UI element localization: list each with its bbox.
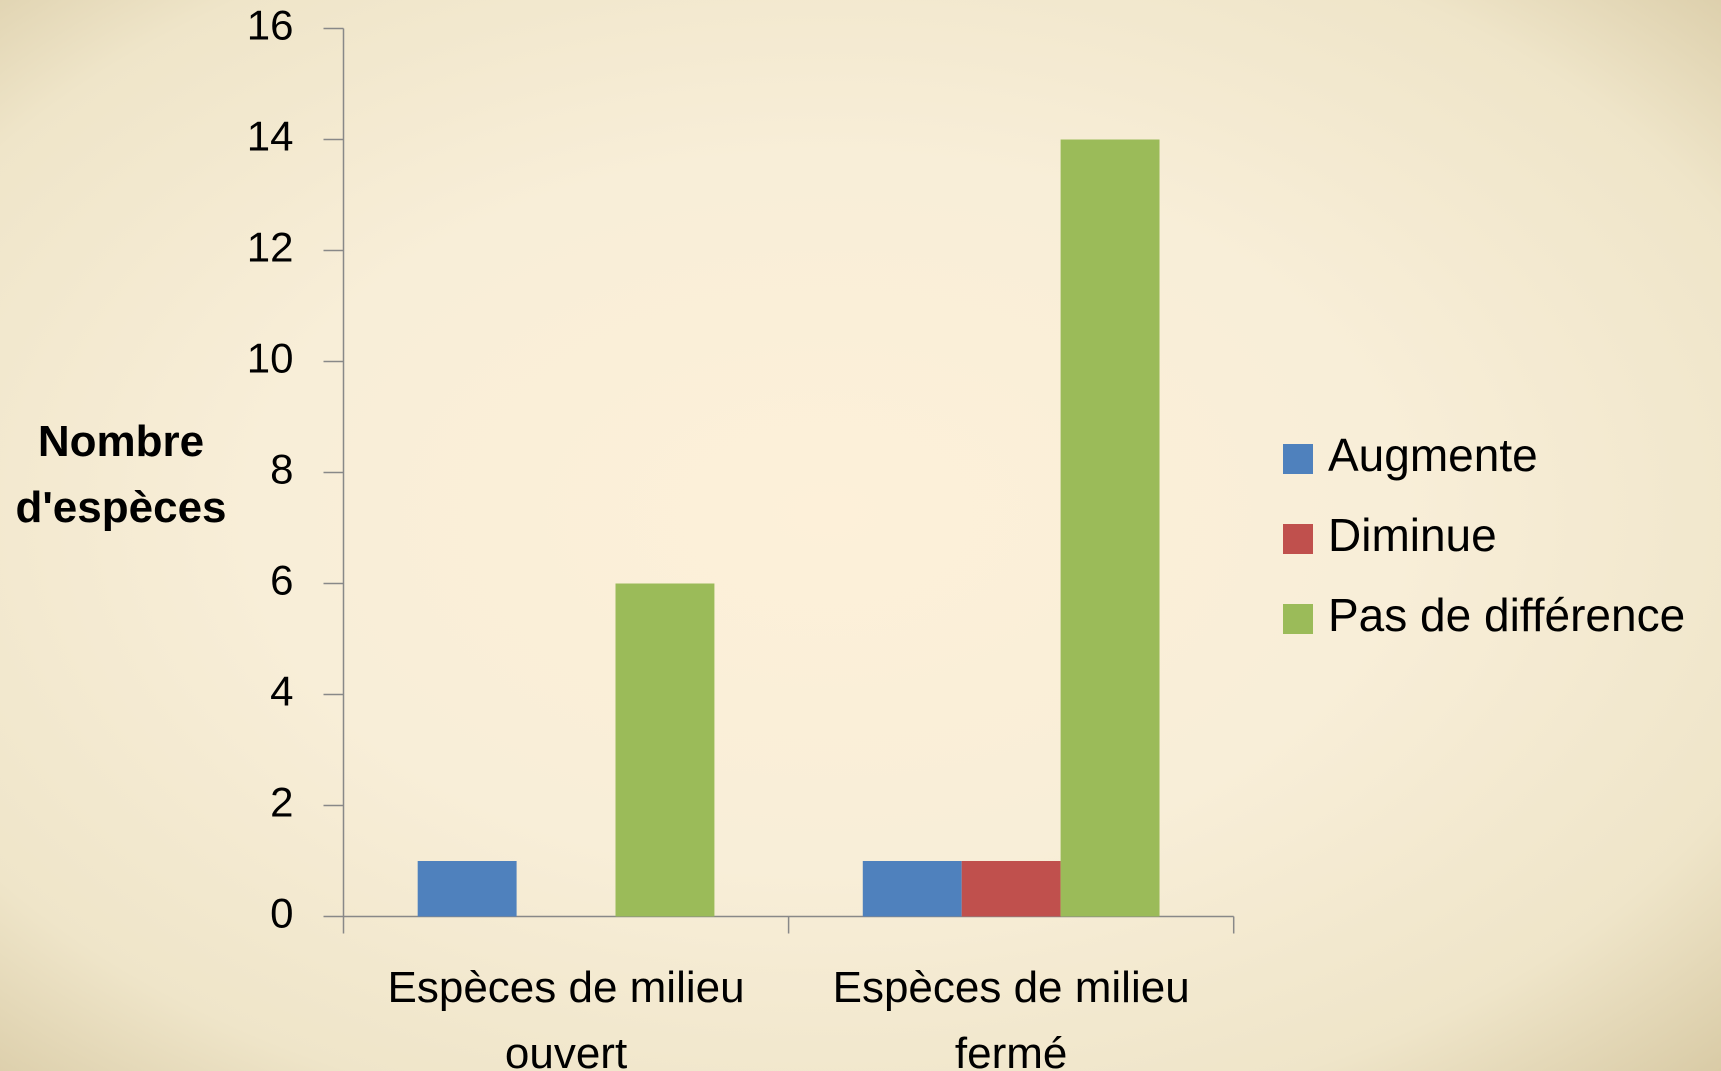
x-tick-label: Espèces de milieu fermé bbox=[832, 963, 1190, 1071]
y-tick-label: 14 bbox=[247, 113, 294, 160]
y-axis-label: Nombre d'espèces bbox=[15, 417, 227, 532]
bar bbox=[862, 861, 962, 917]
y-tick-label: 2 bbox=[270, 779, 293, 826]
y-tick-label: 4 bbox=[270, 668, 293, 715]
bar bbox=[961, 861, 1061, 917]
y-tick-label: 8 bbox=[270, 446, 293, 493]
bar bbox=[615, 583, 715, 917]
legend-label: Pas de différence bbox=[1328, 589, 1685, 641]
legend-swatch bbox=[1283, 604, 1313, 634]
y-tick-label: 6 bbox=[270, 557, 293, 604]
legend-swatch bbox=[1283, 444, 1313, 474]
legend-swatch bbox=[1283, 524, 1313, 554]
y-tick-label: 0 bbox=[270, 890, 293, 937]
bar bbox=[417, 861, 517, 917]
y-tick-label: 10 bbox=[247, 335, 294, 382]
x-tick-label: Espèces de milieu ouvert bbox=[387, 963, 745, 1071]
legend-label: Augmente bbox=[1328, 429, 1538, 481]
bar bbox=[1060, 139, 1160, 917]
y-tick-label: 16 bbox=[247, 2, 294, 49]
legend-label: Diminue bbox=[1328, 509, 1497, 561]
y-tick-label: 12 bbox=[247, 224, 294, 271]
